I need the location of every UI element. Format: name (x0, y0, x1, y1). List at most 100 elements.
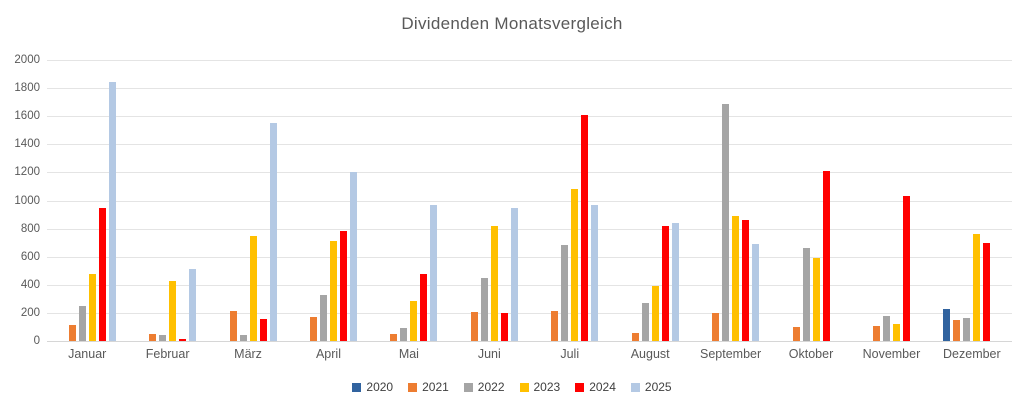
legend-item-2021[interactable]: 2021 (408, 380, 449, 394)
bar-2022-mai[interactable] (400, 328, 408, 341)
legend-item-2020[interactable]: 2020 (352, 380, 393, 394)
bar-2024-februar[interactable] (179, 339, 187, 341)
bar-2024-oktober[interactable] (822, 171, 830, 341)
bar-2025-april[interactable] (349, 172, 357, 341)
bar-2024-juli[interactable] (581, 115, 589, 341)
gridline-1400 (47, 144, 1012, 146)
bar-2021-februar[interactable] (149, 334, 157, 341)
bar-2021-april[interactable] (309, 317, 317, 341)
legend-label-2023: 2023 (533, 380, 561, 394)
bar-group-mai (369, 60, 449, 341)
bar-group-august (610, 60, 690, 341)
bar-2022-oktober[interactable] (802, 248, 810, 341)
y-tick-label-0: 0 (33, 335, 40, 347)
x-tick-label-dezember: Dezember (943, 347, 1001, 361)
bar-2025-januar[interactable] (108, 82, 116, 341)
legend-item-2022[interactable]: 2022 (463, 380, 505, 394)
bar-2021-mai[interactable] (390, 334, 398, 341)
bar-2024-januar[interactable] (98, 208, 106, 341)
bar-2025-juli[interactable] (591, 205, 599, 341)
legend-item-2023[interactable]: 2023 (519, 380, 561, 394)
bar-2023-dezember[interactable] (973, 234, 981, 341)
bar-group-juli (530, 60, 610, 341)
bar-2021-oktober[interactable] (792, 327, 800, 341)
bar-2023-märz[interactable] (249, 236, 257, 341)
bar-2023-oktober[interactable] (812, 258, 820, 341)
bar-2023-juli[interactable] (571, 189, 579, 341)
bar-2022-dezember[interactable] (963, 318, 971, 341)
bar-2025-februar[interactable] (189, 269, 197, 341)
bar-2025-juni[interactable] (510, 208, 518, 341)
bar-groups (47, 60, 1012, 341)
bar-2021-januar[interactable] (68, 325, 76, 341)
gridline-200 (47, 312, 1012, 314)
y-tick-label-1600: 1600 (14, 110, 40, 123)
bar-2022-januar[interactable] (78, 306, 86, 341)
y-tick-label-400: 400 (20, 278, 40, 291)
bar-2024-juni[interactable] (500, 313, 508, 341)
bar-2024-august[interactable] (661, 226, 669, 341)
bar-2024-april[interactable] (339, 231, 347, 341)
bar-2021-juli[interactable] (551, 311, 559, 341)
legend-swatch-2021 (408, 382, 418, 392)
bar-2021-august[interactable] (631, 333, 639, 341)
bar-2021-dezember[interactable] (953, 320, 961, 341)
x-tick-label-märz: März (234, 347, 262, 361)
legend-label-2022: 2022 (477, 380, 505, 394)
bar-2023-juni[interactable] (490, 226, 498, 341)
bar-2021-november[interactable] (872, 326, 880, 341)
chart-title: Dividenden Monatsvergleich (401, 14, 623, 33)
bar-group-april (288, 60, 368, 341)
bar-group-februar (127, 60, 207, 341)
bar-2022-august[interactable] (641, 303, 649, 341)
y-tick-label-800: 800 (20, 222, 40, 235)
bar-2022-juni[interactable] (480, 278, 488, 341)
bar-2022-februar[interactable] (159, 335, 167, 341)
x-tick-label-april: April (315, 347, 341, 361)
x-tick-label-februar: Februar (145, 347, 190, 361)
bar-2022-juli[interactable] (561, 245, 569, 341)
legend-swatch-2022 (463, 382, 473, 392)
x-tick-label-august: August (630, 347, 670, 361)
legend-label-2025: 2025 (644, 380, 672, 394)
bar-2022-november[interactable] (882, 316, 890, 341)
legend-label-2021: 2021 (422, 380, 449, 394)
legend-swatch-2023 (519, 382, 529, 392)
gridline-0 (47, 341, 1012, 342)
bar-2025-mai[interactable] (430, 205, 438, 341)
gridline-800 (47, 228, 1012, 230)
bar-2024-mai[interactable] (420, 274, 428, 341)
bar-2021-september[interactable] (712, 313, 720, 341)
bar-2021-juni[interactable] (470, 312, 478, 341)
bar-2022-september[interactable] (722, 104, 730, 341)
bar-2022-april[interactable] (319, 295, 327, 341)
bar-2025-august[interactable] (671, 223, 679, 341)
y-tick-label-1400: 1400 (14, 138, 40, 151)
bar-2024-märz[interactable] (259, 319, 267, 341)
x-tick-label-juli: Juli (560, 347, 580, 361)
bar-2020-dezember[interactable] (943, 309, 951, 341)
bar-2023-januar[interactable] (88, 274, 96, 341)
legend-item-2025[interactable]: 2025 (630, 380, 672, 394)
bar-2023-mai[interactable] (410, 301, 418, 341)
bar-2023-september[interactable] (732, 216, 740, 341)
legend-label-2020: 2020 (366, 380, 394, 394)
plot-area (47, 60, 1012, 342)
bar-2025-märz[interactable] (269, 123, 277, 341)
bar-2021-märz[interactable] (229, 311, 237, 341)
y-tick-label-1000: 1000 (14, 194, 40, 207)
bar-group-september (690, 60, 770, 341)
gridline-2000 (47, 60, 1012, 61)
bar-2024-september[interactable] (742, 220, 750, 341)
bar-2023-august[interactable] (651, 286, 659, 341)
bar-2025-september[interactable] (752, 244, 760, 341)
bar-2023-februar[interactable] (169, 281, 177, 341)
bar-2024-november[interactable] (902, 196, 910, 341)
bar-2023-november[interactable] (892, 324, 900, 341)
bar-2023-april[interactable] (329, 241, 337, 341)
legend-item-2024[interactable]: 2024 (575, 380, 616, 394)
bar-2022-märz[interactable] (239, 335, 247, 341)
y-tick-label-2000: 2000 (14, 54, 40, 66)
bar-2024-dezember[interactable] (983, 243, 991, 341)
gridline-1600 (47, 116, 1012, 118)
